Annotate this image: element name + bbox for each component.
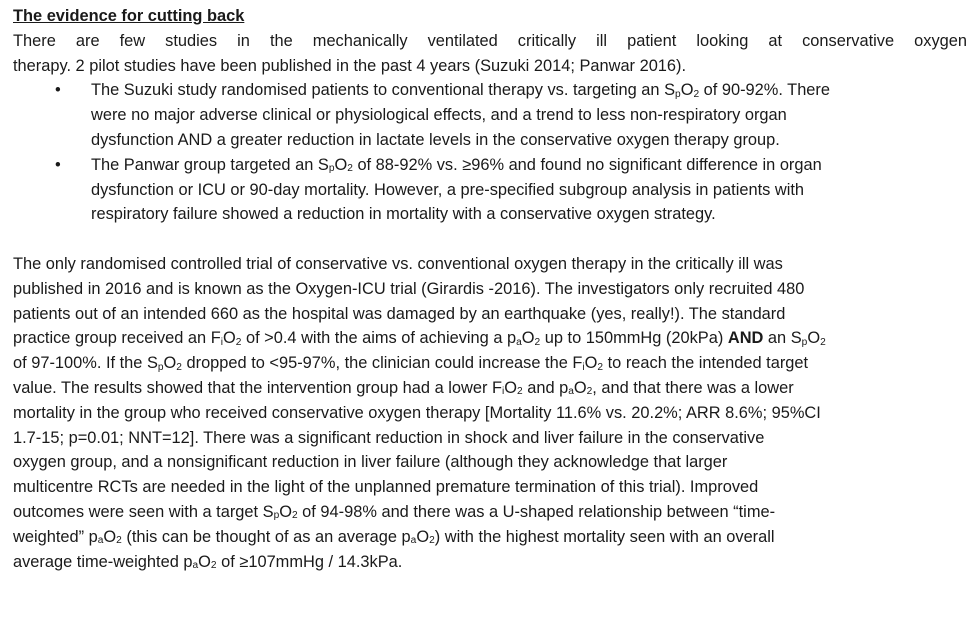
bullet-item-panwar: • The Panwar group targeted an SpO2 of 8… <box>13 153 967 227</box>
intro-line-2: therapy. 2 pilot studies have been publi… <box>13 56 687 75</box>
section-title: The evidence for cutting back <box>13 7 245 25</box>
bullet2-line-3: respiratory failure showed a reduction i… <box>91 205 716 224</box>
bullet1-line-2: were no major adverse clinical or physio… <box>91 106 787 125</box>
bullet-item-suzuki: • The Suzuki study randomised patients t… <box>13 78 967 152</box>
para2-line-7: mortality in the group who received cons… <box>13 403 821 422</box>
bullet-dot-icon: • <box>55 81 61 100</box>
bullet1-line-3: dysfunction AND a greater reduction in l… <box>91 130 780 149</box>
para2-line-5: of 97-100%. If the SpO2 dropped to <95-9… <box>13 354 809 373</box>
bullet2-text-a: The Panwar group targeted an S <box>91 155 329 174</box>
para2-line-1: The only randomised controlled trial of … <box>13 254 783 273</box>
para2-line-10: multicentre RCTs are needed in the light… <box>13 478 759 497</box>
intro-paragraph: There are few studies in the mechanicall… <box>13 29 967 79</box>
para2-line-3: patients out of an intended 660 as the h… <box>13 304 786 323</box>
oxygen-icu-paragraph: The only randomised controlled trial of … <box>13 252 967 574</box>
bullet2-line-2: dysfunction or ICU or 90-day mortality. … <box>91 180 805 199</box>
para2-line-4: practice group received an FiO2 of >0.4 … <box>13 329 826 348</box>
para2-line-2: published in 2016 and is known as the Ox… <box>13 279 805 298</box>
para2-line-8: 1.7-15; p=0.01; NNT=12]. There was a sig… <box>13 428 765 447</box>
para2-line-11: outcomes were seen with a target SpO2 of… <box>13 502 776 522</box>
para2-line-13: average time-weighted paO2 of ≥107mmHg /… <box>13 552 403 572</box>
bullet-dot-icon: • <box>55 155 61 174</box>
paragraph-gap <box>13 227 967 252</box>
bullet1-text-a: The Suzuki study randomised patients to … <box>91 81 676 100</box>
para2-line-6: value. The results showed that the inter… <box>13 378 794 398</box>
bullet-list: • The Suzuki study randomised patients t… <box>13 78 967 227</box>
para2-line-9: oxygen group, and a nonsignificant reduc… <box>13 453 728 472</box>
intro-line-1: There are few studies in the mechanicall… <box>13 31 967 50</box>
para2-line-12: weighted” paO2 (this can be thought of a… <box>13 527 775 547</box>
